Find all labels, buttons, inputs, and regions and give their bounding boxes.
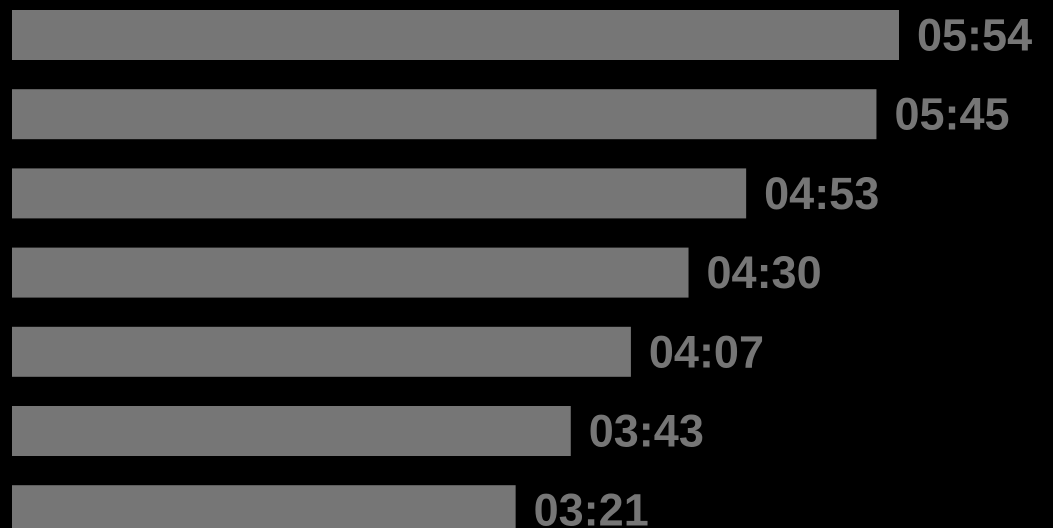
bar-1	[12, 10, 899, 60]
bar-value-label-5: 04:07	[649, 326, 764, 377]
bar-value-label-2: 05:45	[894, 89, 1009, 140]
bar-5	[12, 327, 631, 377]
bar-6	[12, 406, 571, 456]
bar-2	[12, 89, 876, 139]
bar-4	[12, 248, 689, 298]
bar-value-label-1: 05:54	[917, 10, 1032, 61]
bar-value-label-4: 04:30	[707, 247, 822, 298]
bar-7	[12, 485, 516, 528]
bar-value-label-6: 03:43	[589, 406, 704, 457]
bar-3	[12, 168, 746, 218]
bar-value-label-7: 03:21	[534, 485, 649, 528]
bar-value-label-3: 04:53	[764, 168, 879, 219]
